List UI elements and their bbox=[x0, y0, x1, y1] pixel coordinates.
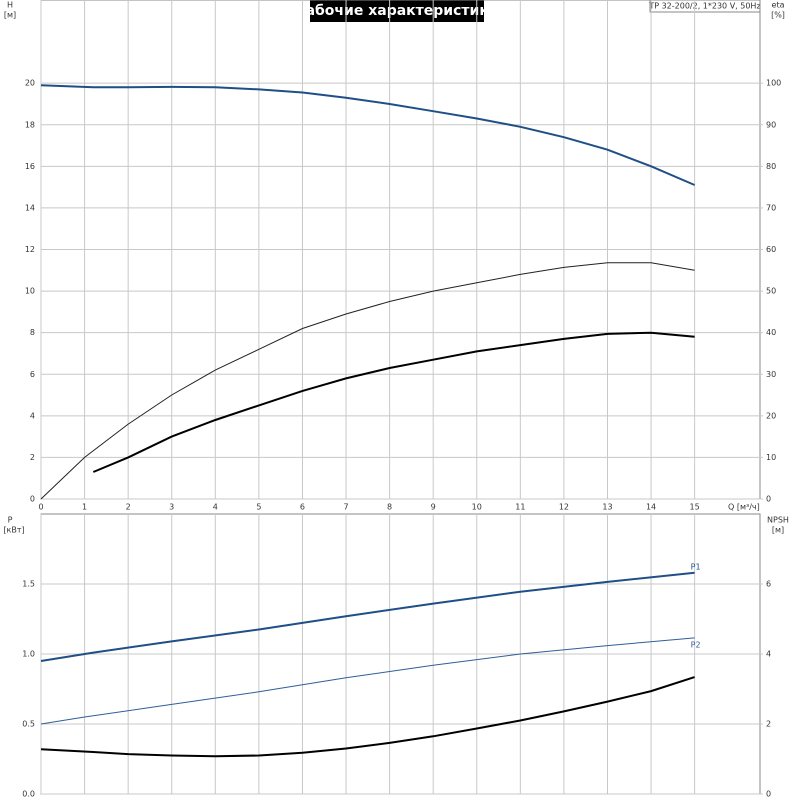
x-tick-label: 12 bbox=[559, 503, 569, 512]
y2-tick-label: 100 bbox=[766, 79, 781, 88]
series-label: P1 bbox=[691, 562, 701, 571]
x-tick-label: 15 bbox=[690, 503, 700, 512]
x-tick-label: 9 bbox=[431, 503, 436, 512]
y2-tick-label: 40 bbox=[766, 328, 776, 337]
y-tick-label: 0.0 bbox=[22, 790, 35, 799]
y-tick-label: 12 bbox=[25, 245, 35, 254]
y-tick-label: 0.5 bbox=[22, 720, 35, 729]
y2-tick-label: 0 bbox=[766, 495, 771, 504]
annotation: TP 32-200/2, 1*230 V, 50Hz bbox=[648, 2, 760, 11]
y-unit: [кВт] bbox=[3, 526, 24, 535]
x-tick-label: 14 bbox=[646, 503, 656, 512]
y-tick-label: 18 bbox=[25, 120, 35, 129]
y-tick-label: 20 bbox=[25, 79, 35, 88]
y-tick-label: 2 bbox=[30, 453, 35, 462]
y-tick-label: 6 bbox=[30, 370, 35, 379]
x-tick-label: 3 bbox=[169, 503, 174, 512]
series-label: P2 bbox=[691, 640, 701, 649]
y2-tick-label: 10 bbox=[766, 453, 776, 462]
y-unit: [м] bbox=[4, 11, 16, 20]
y-label: P bbox=[8, 516, 13, 525]
x-tick-label: 7 bbox=[343, 503, 348, 512]
y2-tick-label: 0 bbox=[766, 790, 771, 799]
y-tick-label: 1.5 bbox=[22, 580, 35, 589]
y2-tick-label: 2 bbox=[766, 720, 771, 729]
x-tick-label: 5 bbox=[256, 503, 261, 512]
y2-unit: [м] bbox=[772, 526, 784, 535]
chart-title: Рабочие характеристики bbox=[295, 3, 498, 19]
y-tick-label: 14 bbox=[25, 203, 35, 212]
x-tick-label: 10 bbox=[472, 503, 482, 512]
y2-tick-label: 60 bbox=[766, 245, 776, 254]
y2-tick-label: 70 bbox=[766, 203, 776, 212]
curve bbox=[40, 571, 695, 662]
y2-tick-label: 20 bbox=[766, 411, 776, 420]
y2-tick-label: 90 bbox=[766, 120, 776, 129]
y2-tick-label: 80 bbox=[766, 162, 776, 171]
y-tick-label: 4 bbox=[30, 411, 35, 420]
y-label: H bbox=[7, 1, 13, 10]
title-box bbox=[310, 0, 484, 22]
y2-tick-label: 30 bbox=[766, 370, 776, 379]
y2-label: NPSH bbox=[767, 516, 789, 525]
curve bbox=[40, 637, 695, 725]
curve bbox=[40, 676, 695, 758]
x-tick-label: 6 bbox=[300, 503, 305, 512]
y2-tick-label: 50 bbox=[766, 287, 776, 296]
x-tick-label: 1 bbox=[82, 503, 87, 512]
y-tick-label: 10 bbox=[25, 287, 35, 296]
x-tick-label: 4 bbox=[213, 503, 218, 512]
x-tick-label: 8 bbox=[387, 503, 392, 512]
y2-tick-label: 6 bbox=[766, 580, 771, 589]
curve bbox=[40, 262, 695, 500]
y2-tick-label: 4 bbox=[766, 650, 771, 659]
curve bbox=[40, 84, 695, 186]
x-tick-label: 11 bbox=[515, 503, 525, 512]
x-label: Q [м³/ч] bbox=[728, 503, 760, 512]
x-tick-label: 0 bbox=[38, 503, 43, 512]
x-tick-label: 13 bbox=[602, 503, 612, 512]
y2-label: eta bbox=[772, 1, 785, 10]
y-tick-label: 8 bbox=[30, 328, 35, 337]
curve bbox=[92, 331, 695, 473]
y2-unit: [%] bbox=[771, 11, 785, 20]
y-tick-label: 0 bbox=[30, 495, 35, 504]
x-tick-label: 2 bbox=[126, 503, 131, 512]
y-tick-label: 1.0 bbox=[22, 650, 35, 659]
y-tick-label: 16 bbox=[25, 162, 35, 171]
